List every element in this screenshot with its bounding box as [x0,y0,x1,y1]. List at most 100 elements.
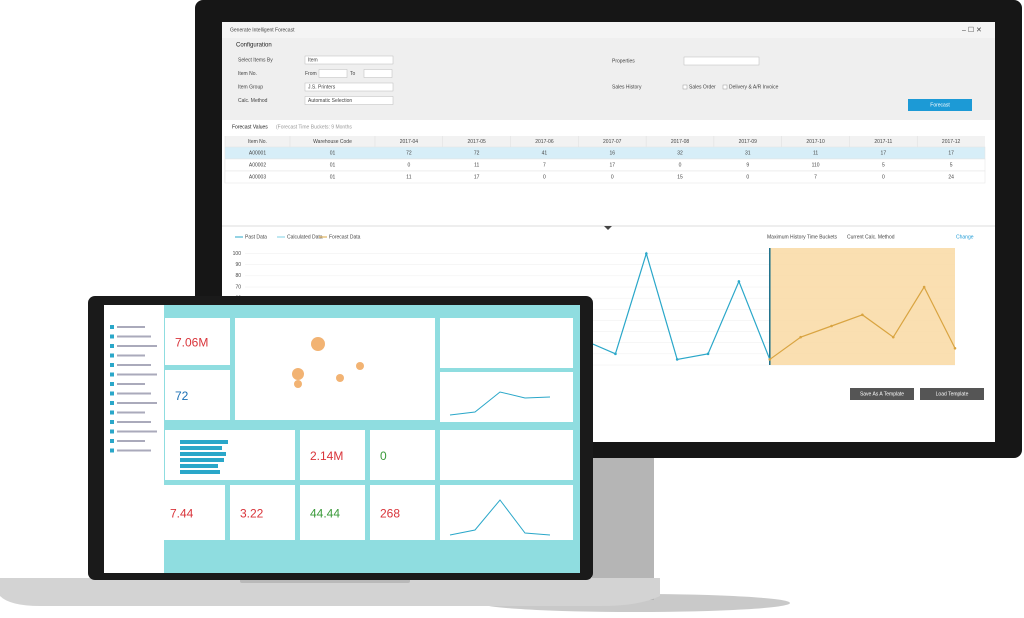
menu-icon [110,363,114,367]
change-link[interactable]: Change [956,234,974,240]
menu-item [117,364,151,366]
forecast-button[interactable] [908,99,972,111]
column-header: Warehouse Code [313,139,352,145]
menu-icon [110,429,114,434]
bar-decoration [180,440,228,444]
point [675,358,679,361]
range-label: From [305,71,317,77]
point [614,352,617,356]
table-cell: 5 [882,162,885,168]
field-label: Item No. [238,71,257,77]
table-cell: 72 [474,150,480,156]
table-cell: 01 [330,150,336,156]
point [799,335,802,339]
field-label: Select Items By [238,57,273,63]
window-controls[interactable]: – ☐ ✕ [962,26,982,34]
point [706,352,710,356]
kpi-value: 0 [380,449,387,463]
table-cell: A00001 [249,150,266,156]
table-cell: 72 [406,150,412,156]
table-cell: 0 [407,162,410,168]
table-cell: 24 [948,174,954,180]
template-button[interactable] [850,388,914,400]
kpi-value: 7.44 [170,507,194,521]
table-cell: 15 [677,174,683,180]
properties-input[interactable] [683,56,760,66]
table-cell: 0 [746,174,749,180]
range-label: To [350,71,356,77]
point [768,358,772,361]
template-button-label[interactable]: Load Template [936,391,969,397]
range-input[interactable] [318,69,348,78]
table-cell: 7 [543,162,546,168]
dashboard: 7.06M 72 2.14M 0 7.44 3.22 44.44 268 [110,318,573,540]
menu-item [117,335,151,338]
dropdown[interactable] [304,82,394,92]
template-button[interactable] [920,388,984,400]
column-header: Item No. [248,139,267,145]
table-cell: 31 [745,150,751,156]
column-header: 2017-07 [603,139,622,145]
y-tick-label: 100 [233,251,242,257]
kpi-value: 44.44 [310,507,340,521]
bubble-decoration [294,380,302,388]
chart-control: Maximum History Time Buckets [767,234,838,240]
dropdown[interactable] [304,55,394,65]
table-cell: 11 [474,162,479,168]
forecast-table: Select Items By Item No. Item Group Calc. M… [224,55,986,184]
checkbox[interactable] [722,84,728,90]
kpi-tile [300,430,365,480]
table-cell: 01 [330,174,336,180]
range-input[interactable] [363,69,393,78]
forecast-values-title: Forecast Values [232,124,268,130]
line-decoration [449,499,551,536]
menu-item [117,430,157,433]
menu-icon [110,401,114,405]
bar-decoration [180,470,220,474]
point [953,346,957,350]
table-cell: 17 [948,150,954,156]
menu-icon [110,344,114,348]
bar-decoration [180,446,222,450]
menu-item [117,345,157,347]
section-title: Configuration [236,43,272,49]
forecast-button-label[interactable]: Forecast [930,102,950,108]
table-cell: 17 [609,162,615,168]
dashboard-tile [440,430,573,480]
legend-label: Past Data [245,234,267,240]
menu-item [117,354,145,357]
table-row[interactable] [224,158,986,172]
checkbox-label[interactable]: Delivery & A/R Invoice [729,84,779,90]
kpi-value: 7.06M [175,336,208,350]
kpi-tile [300,485,365,540]
checkbox[interactable] [682,84,688,90]
config-panel [222,38,995,120]
field-label: Item Group [238,84,263,90]
dropdown-value[interactable]: Item [308,57,318,63]
table-cell: 110 [812,162,820,168]
dashboard-tile [440,485,573,540]
dropdown-value[interactable]: Automatic Selection [308,98,352,104]
menu-icon [110,325,114,329]
menu-icon [110,410,114,415]
table-row[interactable] [224,146,986,160]
template-button-label[interactable]: Save As A Template [860,391,904,397]
collapse-arrow[interactable] [604,226,612,230]
kpi-tile [160,485,225,540]
dropdown-value[interactable]: J.S. Printers [308,84,336,90]
field-label: Calc. Method [238,98,268,104]
properties-label: Properties [612,58,635,64]
table-header-bg [225,136,985,147]
bar-decoration [180,458,224,462]
kpi-value: 72 [175,389,189,403]
chart-control: Current Calc. Method [847,234,895,240]
menu-item [117,373,157,376]
table-row[interactable] [224,170,986,184]
checkbox-label[interactable]: Sales Order [689,84,716,90]
column-header: 2017-06 [535,139,554,145]
point [737,280,741,283]
dropdown[interactable] [304,96,394,105]
column-header: 2017-04 [400,139,419,145]
menu-icon [110,448,114,453]
